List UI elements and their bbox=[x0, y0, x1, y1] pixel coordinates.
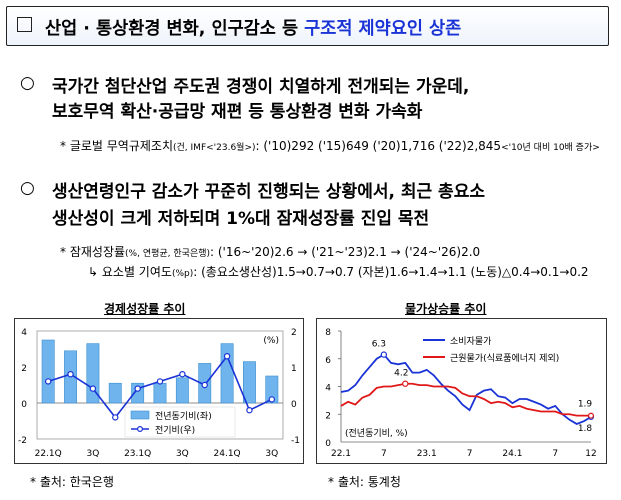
note-label: 글로벌 무역규제조치 bbox=[69, 139, 174, 153]
y-tick-label: 4 bbox=[325, 384, 331, 394]
core-peak-point bbox=[402, 380, 409, 387]
right-y-tick-label: 2 bbox=[291, 328, 297, 338]
gdp-yoy-bar bbox=[153, 382, 167, 404]
gdp-growth-chart: 4 2 0 -2 2 1 0 -1 (%) 22.1Q 3Q 23.1Q 3Q 24.1Q 3Q 전년동기비(… bbox=[18, 328, 300, 459]
note-tail: <'10년 대비 10배 증가> bbox=[501, 143, 600, 153]
gdp-yoy-bar bbox=[175, 377, 189, 404]
section-title: 산업 · 통상환경 변화, 인구감소 등 구조적 제약요인 상존 bbox=[45, 15, 461, 40]
gdp-qoq-point bbox=[89, 385, 97, 392]
section-title-box: 산업 · 통상환경 변화, 인구감소 등 구조적 제약요인 상존 bbox=[6, 6, 609, 46]
annotation-label: 1.9 bbox=[578, 400, 593, 410]
gdp-qoq-point bbox=[67, 371, 74, 378]
x-tick-label: 22.1 bbox=[331, 449, 351, 459]
bullet-2-line-2: 생산성이 크게 저하되며 1%대 잠재성장률 진입 목전 bbox=[52, 209, 430, 229]
gdp-qoq-point bbox=[44, 378, 52, 385]
x-tick-label: 3Q bbox=[176, 449, 189, 459]
bullet-1-note: * 글로벌 무역규제조치(건, IMF<'23.6월>): ('10)292 (… bbox=[60, 137, 600, 154]
right-y-tick-label: 0 bbox=[291, 400, 297, 410]
right-chart-unit: (전년동기비, %) bbox=[345, 428, 408, 439]
right-y-tick-label: -1 bbox=[291, 436, 300, 446]
gdp-yoy-bar bbox=[41, 339, 55, 404]
bullet-1-line-1: 국가간 첨단산업 주도권 경쟁이 치열하게 전개되는 가운데, bbox=[52, 77, 470, 97]
note-label: 잠재성장률 bbox=[69, 245, 126, 259]
legend-box bbox=[124, 406, 236, 438]
x-tick-label: 7 bbox=[467, 449, 473, 459]
note-values: : ('10)292 ('15)649 ('20)1,716 ('22)2,84… bbox=[255, 139, 502, 153]
x-tick-label: 7 bbox=[381, 449, 387, 459]
x-tick-label: 22.1Q bbox=[35, 449, 62, 459]
x-tick-label: 24.1 bbox=[502, 449, 522, 459]
left-y-tick-label: 2 bbox=[21, 364, 27, 374]
gdp-qoq-point bbox=[156, 378, 164, 385]
left-y-tick-label: -2 bbox=[18, 436, 27, 446]
inflation-chart: 8 6 4 2 022.1 7 23.1 7 24.1 7 12 6.3 4.2 1.9 1.8 (전년동기비… bbox=[325, 328, 596, 459]
gdp-yoy-bar bbox=[220, 343, 234, 404]
gdp-yoy-bar bbox=[265, 375, 279, 404]
y-tick-label: 2 bbox=[325, 411, 331, 421]
gdp-qoq-point bbox=[179, 371, 186, 378]
legend-core-label: 근원물가(식료품에너지 제외) bbox=[450, 352, 559, 364]
left-chart-unit: (%) bbox=[263, 336, 279, 346]
bullet-2-marker: ○ bbox=[20, 178, 35, 198]
note-star: * bbox=[60, 139, 66, 153]
x-tick-label: 3Q bbox=[87, 449, 100, 459]
note-unit: (건, IMF<'23.6월>) bbox=[173, 143, 256, 153]
bullet-1-line-2: 보호무역 확산·공급망 재편 등 통상환경 변화 가속화 bbox=[52, 102, 423, 122]
x-tick-label: 24.1Q bbox=[214, 449, 241, 459]
gdp-yoy-bar bbox=[108, 382, 122, 404]
right-y-tick-label: 1 bbox=[291, 364, 297, 374]
note-unit: (%, 연평균, 한국은행) bbox=[125, 249, 211, 259]
annotation-label: 6.3 bbox=[372, 340, 386, 350]
bullet-2-note: * 잠재성장률(%, 연평균, 한국은행): ('16~'20)2.6 → ('… bbox=[60, 243, 480, 260]
x-tick-label: 23.1Q bbox=[124, 449, 151, 459]
y-tick-label: 0 bbox=[325, 439, 331, 449]
right-chart-title: 물가상승률 추이 bbox=[405, 302, 487, 316]
sub-note-unit: (%p) bbox=[171, 269, 194, 279]
x-tick-label: 23.1 bbox=[417, 449, 437, 459]
bullet-1-marker: ○ bbox=[20, 73, 35, 93]
gdp-yoy-bar bbox=[243, 361, 256, 404]
y-tick-label: 8 bbox=[325, 328, 331, 338]
annotation-label: 4.2 bbox=[394, 369, 408, 379]
left-y-tick-label: 0 bbox=[21, 400, 27, 410]
x-tick-label: 3Q bbox=[265, 449, 278, 459]
gdp-qoq-point bbox=[201, 381, 208, 389]
y-tick-label: 6 bbox=[325, 356, 331, 366]
legend-line-label: 전기비(우) bbox=[155, 425, 195, 436]
gdp-qoq-point bbox=[223, 353, 231, 360]
plot-area bbox=[36, 330, 284, 440]
title-highlight: 구조적 제약요인 상존 bbox=[304, 19, 462, 39]
note-star: * bbox=[60, 245, 66, 259]
annotation-label: 1.8 bbox=[578, 424, 593, 434]
gdp-qoq-point bbox=[134, 385, 141, 392]
title-prefix: 산업 · 통상환경 변화, 인구감소 등 bbox=[45, 19, 305, 39]
sub-note-values: : (총요소생산성)1.5→0.7→0.7 (자본)1.6→1.4→1.1 (노… bbox=[193, 265, 589, 279]
core-last-point bbox=[588, 412, 595, 419]
sub-note-label: ↳ 요소별 기여도 bbox=[88, 265, 172, 279]
bullet-2-line-1: 생산연령인구 감소가 꾸준히 진행되는 상황에서, 최근 총요소 bbox=[52, 182, 485, 202]
series-line bbox=[340, 353, 592, 425]
cpi-peak-point bbox=[380, 351, 388, 358]
right-chart-frame: 8 6 4 2 0 22.1 7 23.1 7 24.1 7 12 6.3 4.2 1.9 1.8 (전년동기비… bbox=[316, 318, 607, 464]
left-source: * 출처: 한국은행 bbox=[30, 475, 114, 489]
gdp-qoq-point bbox=[112, 414, 119, 421]
checkbox-square-icon bbox=[17, 17, 32, 32]
gdp-qoq-point bbox=[268, 396, 276, 403]
legend-cpi-label: 소비자물가 bbox=[450, 336, 491, 347]
x-tick-label: 12 bbox=[585, 449, 596, 459]
note-values: : ('16~'20)2.6 → ('21~'23)2.1 → ('24~'26… bbox=[210, 245, 481, 259]
bullet-2-sub-note: ↳ 요소별 기여도(%p): (총요소생산성)1.5→0.7→0.7 (자본)1… bbox=[88, 263, 589, 280]
right-source: * 출처: 통계청 bbox=[328, 475, 401, 489]
legend-bar-swatch bbox=[130, 410, 150, 420]
x-tick-label: 7 bbox=[552, 449, 558, 459]
left-chart-frame: 4 2 0 -2 2 1 0 -1 (%) 22.1Q 3Q 23.1Q 3Q 24.1Q 3Q 전년동기비(… bbox=[14, 318, 304, 464]
left-chart-title: 경제성장률 추이 bbox=[104, 302, 186, 316]
series-line bbox=[340, 382, 591, 417]
gdp-qoq-point bbox=[246, 406, 253, 414]
left-y-tick-label: 4 bbox=[21, 328, 27, 338]
legend-line-marker bbox=[136, 425, 143, 432]
legend-bar-label: 전년동기비(좌) bbox=[155, 411, 212, 422]
